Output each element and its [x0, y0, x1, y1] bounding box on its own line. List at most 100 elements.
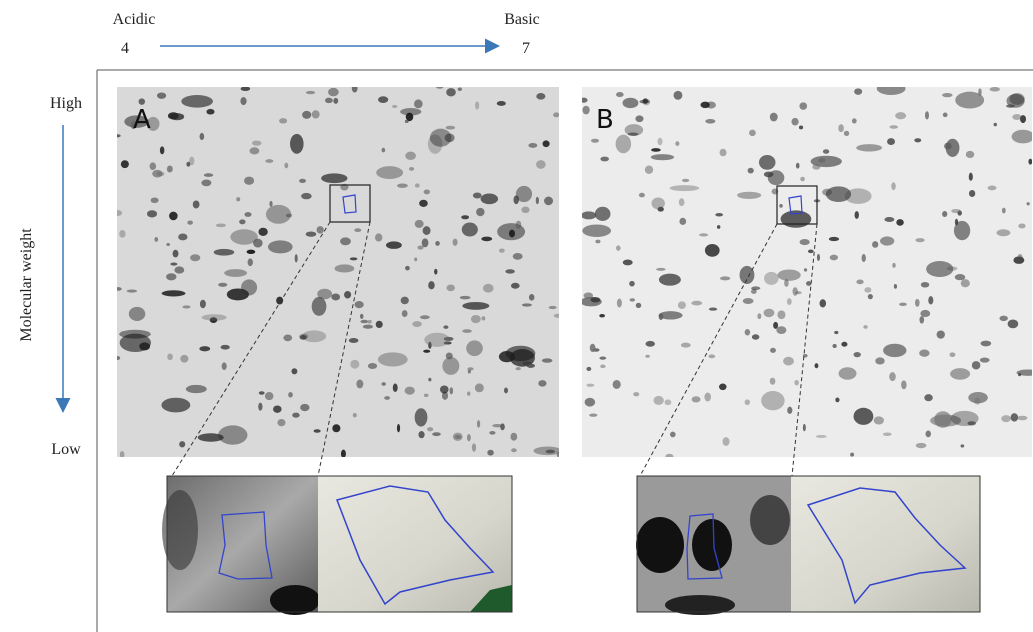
protein-spot	[942, 93, 953, 98]
protein-spot	[645, 354, 650, 358]
protein-spot	[657, 137, 663, 146]
protein-spot	[795, 162, 800, 169]
protein-spot	[974, 397, 981, 405]
protein-spot	[385, 241, 402, 249]
protein-spot	[960, 279, 970, 288]
protein-spot	[542, 140, 550, 148]
protein-spot	[678, 198, 685, 207]
protein-spot	[946, 266, 958, 271]
protein-spot	[624, 124, 644, 136]
protein-spot	[761, 391, 785, 411]
protein-spot	[396, 423, 401, 433]
protein-spot	[166, 243, 170, 247]
protein-spot	[432, 432, 441, 437]
protein-spot	[616, 92, 624, 98]
protein-spot	[925, 430, 931, 438]
protein-spot	[130, 121, 137, 130]
protein-spot	[119, 329, 151, 339]
protein-spot	[258, 402, 263, 411]
protein-spot	[445, 352, 453, 360]
protein-spot	[737, 191, 762, 199]
protein-spot	[945, 138, 960, 157]
protein-spot	[814, 363, 819, 369]
protein-spot	[324, 97, 333, 104]
protein-spot	[1020, 115, 1027, 124]
protein-spot	[590, 296, 601, 303]
protein-spot	[742, 298, 754, 305]
protein-spot	[670, 431, 676, 438]
protein-spot	[802, 423, 806, 432]
protein-spot	[763, 308, 775, 318]
protein-spot	[240, 87, 251, 91]
protein-spot	[880, 236, 895, 246]
protein-spot	[791, 117, 799, 126]
protein-spot	[980, 340, 992, 347]
protein-spot	[419, 199, 428, 207]
protein-spot	[893, 283, 898, 289]
protein-spot	[951, 208, 961, 214]
protein-spot	[920, 309, 931, 318]
protein-spot	[159, 146, 165, 155]
protein-spot	[428, 341, 432, 349]
protein-spot	[658, 273, 681, 286]
inset-border	[166, 475, 513, 613]
protein-spot	[919, 316, 925, 324]
protein-spot	[161, 397, 191, 413]
protein-spot	[199, 299, 206, 309]
protein-spot	[798, 125, 804, 130]
protein-spot	[376, 166, 404, 180]
protein-spot	[436, 87, 444, 89]
protein-spot	[340, 449, 346, 457]
protein-spot	[218, 425, 248, 445]
protein-spot	[739, 265, 755, 285]
protein-spot	[679, 217, 687, 225]
protein-spot	[806, 281, 812, 286]
protein-spot	[138, 98, 145, 105]
acidic-label: Acidic	[113, 11, 156, 28]
protein-spot	[545, 449, 556, 454]
protein-spot	[810, 155, 842, 168]
protein-spot	[180, 354, 189, 363]
protein-spot	[942, 112, 948, 118]
protein-spot	[120, 160, 129, 169]
protein-spot	[334, 264, 355, 273]
protein-spot	[773, 321, 779, 329]
protein-spot	[294, 254, 298, 263]
protein-spot	[1001, 207, 1006, 214]
protein-spot	[154, 237, 159, 242]
protein-spot	[590, 138, 600, 143]
protein-spot	[428, 377, 432, 382]
protein-spot	[384, 396, 391, 400]
protein-spot	[170, 262, 178, 266]
protein-spot	[751, 288, 757, 294]
protein-spot	[763, 171, 774, 178]
protein-spot	[182, 305, 191, 309]
protein-spot	[288, 392, 293, 398]
protein-spot	[201, 314, 227, 321]
protein-spot	[884, 217, 895, 223]
protein-spot	[340, 237, 351, 246]
protein-spot	[359, 313, 364, 319]
protein-spot	[381, 147, 386, 153]
protein-spot	[867, 293, 873, 300]
spot-outline	[788, 195, 803, 215]
protein-spot	[957, 210, 962, 216]
inset-spot	[750, 495, 790, 545]
protein-spot	[705, 118, 716, 124]
protein-spot	[178, 233, 188, 241]
protein-spot	[544, 196, 554, 206]
protein-spot	[457, 87, 462, 91]
protein-spot	[953, 220, 971, 241]
inset-spot	[692, 519, 732, 571]
protein-spot	[681, 178, 690, 183]
protein-spot	[498, 351, 516, 363]
protein-spot	[825, 186, 852, 202]
protein-spot	[873, 416, 884, 425]
protein-spot	[427, 134, 443, 154]
protein-spot	[889, 125, 899, 129]
protein-spot	[901, 380, 907, 390]
protein-spot	[174, 266, 185, 274]
protein-spot	[536, 160, 546, 169]
protein-spot	[414, 183, 420, 188]
